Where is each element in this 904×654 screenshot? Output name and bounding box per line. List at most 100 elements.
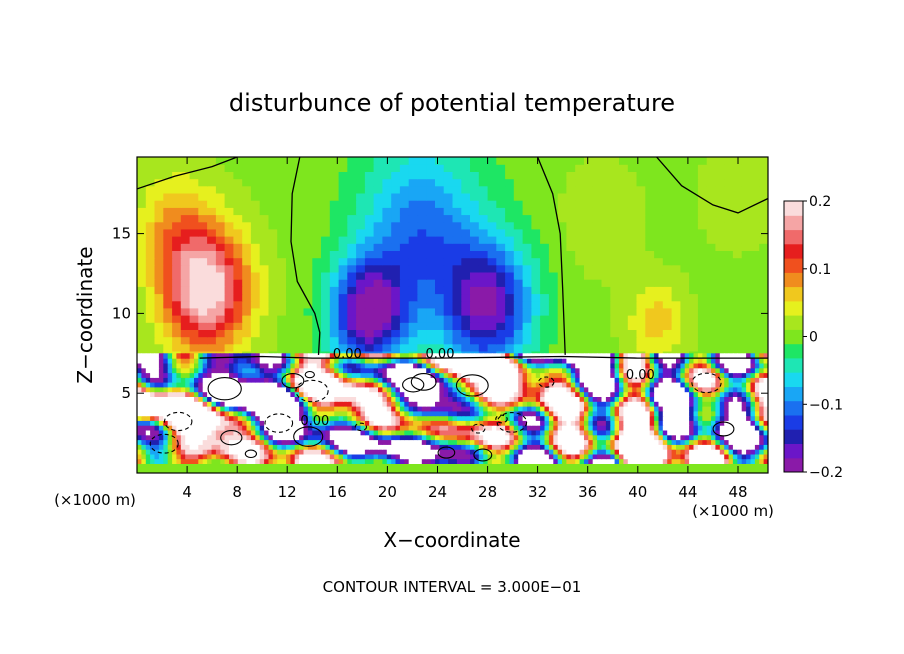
boundary-layer-cell xyxy=(281,429,287,436)
boundary-layer-cell xyxy=(741,401,747,407)
field-cell xyxy=(505,143,514,151)
field-cell xyxy=(478,228,489,237)
field-cell xyxy=(233,271,243,280)
field-cell xyxy=(435,243,445,251)
boundary-layer-cell xyxy=(207,468,213,473)
boundary-layer-cell xyxy=(619,386,624,393)
field-cell xyxy=(584,264,594,273)
boundary-layer-cell xyxy=(356,415,362,421)
field-cell xyxy=(584,322,594,330)
field-cell xyxy=(295,143,304,151)
boundary-layer-cell xyxy=(671,429,677,436)
boundary-layer-cell xyxy=(702,463,708,469)
field-cell xyxy=(145,243,156,251)
field-cell xyxy=(259,322,270,330)
field-cell xyxy=(689,221,699,230)
field-cell xyxy=(759,293,768,302)
field-cell xyxy=(259,214,270,223)
boundary-layer-cell xyxy=(658,453,664,460)
boundary-layer-cell xyxy=(417,406,423,412)
field-cell xyxy=(452,164,462,172)
field-cell xyxy=(768,279,777,287)
boundary-layer-cell xyxy=(496,449,502,455)
boundary-layer-cell xyxy=(649,391,655,397)
boundary-layer-cell xyxy=(145,453,151,460)
boundary-layer-cell xyxy=(395,453,401,460)
boundary-layer-cell xyxy=(570,458,576,464)
boundary-layer-cell xyxy=(601,463,607,469)
boundary-layer-cell xyxy=(491,420,497,426)
field-cell xyxy=(566,257,576,266)
boundary-layer-cell xyxy=(316,468,322,473)
boundary-layer-cell xyxy=(623,463,629,469)
boundary-layer-cell xyxy=(211,396,217,402)
boundary-layer-cell xyxy=(754,434,760,441)
boundary-layer-cell xyxy=(264,410,270,417)
boundary-layer-cell xyxy=(671,468,677,473)
field-cell xyxy=(654,171,664,180)
boundary-layer-cell xyxy=(386,420,392,426)
boundary-layer-cell xyxy=(728,449,734,455)
boundary-layer-cell xyxy=(706,458,712,464)
boundary-layer-cell xyxy=(215,463,221,469)
field-cell xyxy=(513,228,524,237)
field-cell xyxy=(461,228,471,237)
field-cell xyxy=(452,300,462,309)
field-cell xyxy=(531,264,541,273)
field-cell xyxy=(373,329,383,338)
boundary-layer-cell xyxy=(575,463,581,469)
boundary-layer-cell xyxy=(347,415,353,421)
field-cell xyxy=(443,257,454,266)
boundary-layer-cell xyxy=(307,463,313,469)
field-cell xyxy=(242,185,252,194)
field-cell xyxy=(233,279,243,287)
boundary-layer-cell xyxy=(728,453,734,460)
field-cell xyxy=(277,279,287,287)
boundary-layer-cell xyxy=(645,439,651,445)
field-cell xyxy=(373,250,383,259)
field-cell xyxy=(408,307,419,316)
boundary-layer-cell xyxy=(505,449,511,455)
field-cell xyxy=(145,171,156,180)
boundary-layer-cell xyxy=(759,444,765,450)
boundary-layer-cell xyxy=(435,425,440,431)
boundary-layer-cell xyxy=(413,434,419,441)
boundary-layer-cell xyxy=(250,401,256,407)
field-cell xyxy=(548,322,559,330)
boundary-layer-cell xyxy=(198,468,204,473)
boundary-layer-cell xyxy=(505,444,511,450)
field-cell xyxy=(330,143,339,151)
boundary-layer-cell xyxy=(557,449,563,455)
field-cell xyxy=(294,307,305,316)
field-cell xyxy=(391,192,401,201)
field-cell xyxy=(233,250,243,259)
boundary-layer-cell xyxy=(369,401,375,407)
field-cell xyxy=(513,336,524,345)
boundary-layer-cell xyxy=(404,391,410,397)
boundary-layer-cell xyxy=(702,444,708,450)
field-cell xyxy=(575,243,585,251)
field-cell xyxy=(207,171,217,180)
field-cell xyxy=(312,143,321,151)
field-cell xyxy=(233,293,243,302)
field-cell xyxy=(724,329,734,338)
boundary-layer-cell xyxy=(430,458,436,464)
field-cell xyxy=(680,271,690,280)
boundary-layer-cell xyxy=(386,429,392,436)
field-cell xyxy=(706,228,717,237)
boundary-layer-cell xyxy=(347,401,353,407)
field-cell xyxy=(137,293,147,302)
boundary-layer-cell xyxy=(426,453,432,460)
field-cell xyxy=(426,271,436,280)
boundary-layer-cell xyxy=(470,425,475,431)
field-cell xyxy=(408,315,419,323)
boundary-layer-cell xyxy=(439,396,445,402)
boundary-layer-cell xyxy=(167,453,173,460)
boundary-layer-cell xyxy=(697,434,703,441)
boundary-layer-cell xyxy=(509,410,515,417)
field-cell xyxy=(557,228,568,237)
field-cell xyxy=(636,329,646,338)
field-cell xyxy=(137,315,147,323)
field-cell xyxy=(732,250,743,259)
